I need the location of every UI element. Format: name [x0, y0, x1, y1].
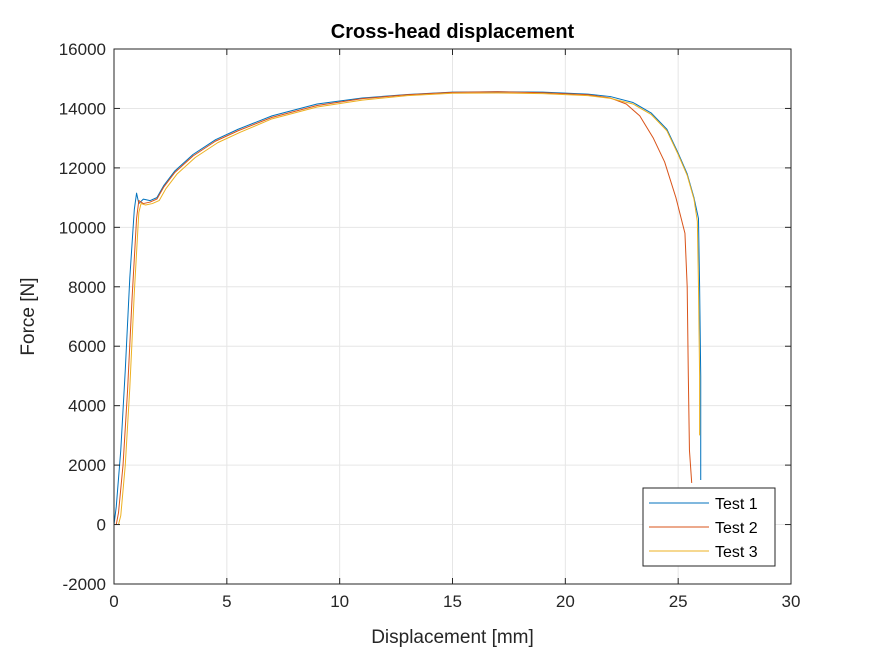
x-tick-label: 15: [443, 592, 462, 611]
y-tick-label: 14000: [59, 99, 106, 118]
y-tick-label: -2000: [63, 575, 106, 594]
series-line-test-2: [115, 91, 693, 525]
x-tick-label: 5: [222, 592, 231, 611]
legend: Test 1 Test 2 Test 3: [642, 487, 776, 567]
y-tick-label: 8000: [68, 278, 106, 297]
legend-label: Test 1: [715, 496, 758, 513]
y-tick-label: 10000: [59, 218, 106, 237]
x-tick-label: 20: [556, 592, 575, 611]
x-tick-label: 25: [669, 592, 688, 611]
y-tick-label: 6000: [68, 337, 106, 356]
y-axis-title: Force [N]: [18, 277, 39, 355]
chart-title: Cross-head displacement: [331, 21, 575, 43]
y-tick-label: 4000: [68, 397, 106, 416]
series-line-test-1: [113, 91, 702, 525]
legend-label: Test 3: [715, 544, 758, 561]
y-tick-label: 2000: [68, 456, 106, 475]
series-line-test-3: [118, 92, 701, 525]
legend-label: Test 2: [715, 520, 758, 537]
x-tick-label: 30: [782, 592, 801, 611]
y-tick-label: 0: [97, 516, 106, 535]
x-tick-label: 10: [330, 592, 349, 611]
x-tick-label: 0: [109, 592, 118, 611]
series-group: [113, 91, 702, 525]
y-tick-label: 16000: [59, 40, 106, 59]
ticks: 0 5 10 15 20 25 30-200002000400060008000100001…: [59, 40, 801, 611]
y-tick-label: 12000: [59, 159, 106, 178]
x-axis-title: Displacement [mm]: [371, 627, 534, 648]
